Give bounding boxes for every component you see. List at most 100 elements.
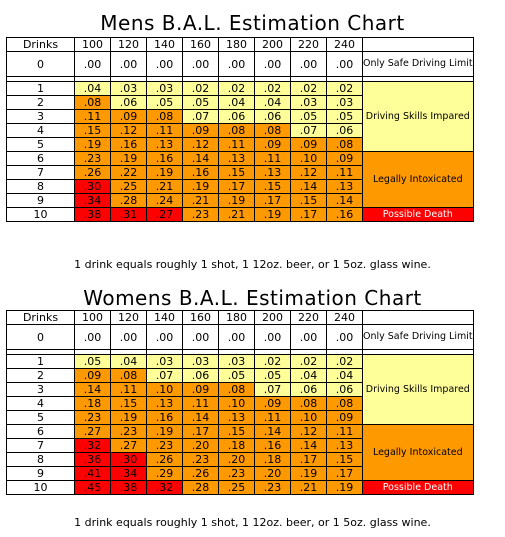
bac-value: .00 xyxy=(182,51,219,77)
zone-impaired-label: Driving Skills Impared xyxy=(362,81,474,152)
bac-value: .04 xyxy=(254,95,291,110)
weight-header: 100 xyxy=(74,310,111,325)
bac-value: .06 xyxy=(290,382,327,397)
drinks-header: Drinks xyxy=(6,37,75,52)
drinks-count: 7 xyxy=(6,438,75,453)
drinks-header: Drinks xyxy=(6,310,75,325)
bac-value: .21 xyxy=(290,480,327,495)
bac-value: .02 xyxy=(182,81,219,96)
bac-value: .29 xyxy=(146,466,183,481)
mens-chart-title: Mens B.A.L. Estimation Chart xyxy=(100,11,405,35)
mens-drink-note: 1 drink equals roughly 1 shot, 1 12oz. b… xyxy=(74,258,431,271)
drinks-row-2: 2.09.08.07.06.05.05.04.04 xyxy=(6,368,474,383)
bac-value: .26 xyxy=(182,466,219,481)
bac-value: .05 xyxy=(74,354,111,369)
bac-value: .21 xyxy=(218,207,255,222)
weight-header: 220 xyxy=(290,37,327,52)
bac-value: .19 xyxy=(218,193,255,208)
bac-value: .13 xyxy=(326,438,363,453)
bac-value: .10 xyxy=(146,382,183,397)
womens-drink-note: 1 drink equals roughly 1 shot, 1 12oz. b… xyxy=(74,516,431,529)
header-row: Drinks 100 120 140 160 180 200 220 240 xyxy=(6,310,474,325)
bac-value: .08 xyxy=(326,137,363,152)
drinks-row-6: 6.23.19.16.14.13.11.10.09 Legally Intoxic… xyxy=(6,151,474,208)
zone-death-label: Possible Death xyxy=(362,480,474,495)
bac-value: .00 xyxy=(110,324,147,350)
bac-value: .15 xyxy=(218,165,255,180)
bac-value: .15 xyxy=(254,179,291,194)
bac-value: .19 xyxy=(146,165,183,180)
bac-value: .08 xyxy=(254,123,291,138)
bac-value: .03 xyxy=(218,354,255,369)
bac-value: .14 xyxy=(74,382,111,397)
bac-value: .02 xyxy=(290,354,327,369)
bac-value: .08 xyxy=(290,396,327,411)
bac-value: .36 xyxy=(74,452,111,467)
bac-value: .25 xyxy=(218,480,255,495)
bac-value: .10 xyxy=(290,410,327,425)
drinks-count: 1 xyxy=(6,354,75,369)
bac-value: .00 xyxy=(290,324,327,350)
bac-value: .15 xyxy=(110,396,147,411)
bac-value: .16 xyxy=(254,438,291,453)
drinks-count: 2 xyxy=(6,368,75,383)
bac-value: .00 xyxy=(146,324,183,350)
bac-value: .09 xyxy=(182,382,219,397)
zone-safe-label: Only Safe Driving Limit xyxy=(362,324,474,350)
bac-value: .19 xyxy=(146,424,183,439)
bac-value: .04 xyxy=(326,368,363,383)
drinks-row-4: 4.18.15.13.11.10.09.08.08 xyxy=(6,396,474,411)
weight-header: 180 xyxy=(218,37,255,52)
bac-value: .05 xyxy=(146,95,183,110)
drinks-row-3: 3.14.11.10.09.08.07.06.06 xyxy=(6,382,474,397)
bac-value: .04 xyxy=(74,81,111,96)
bac-value: .23 xyxy=(74,151,111,166)
drinks-row-1: 1.05.04.03.03.03.02.02.02 Driving Skills … xyxy=(6,354,474,425)
drinks-count: 10 xyxy=(6,207,75,222)
drinks-count: 0 xyxy=(6,51,75,77)
bac-value: .15 xyxy=(290,193,327,208)
bac-value: .00 xyxy=(182,324,219,350)
bac-value: .21 xyxy=(146,179,183,194)
zone-safe-label: Only Safe Driving Limit xyxy=(362,51,474,77)
bac-value: .02 xyxy=(290,81,327,96)
bac-value: .12 xyxy=(182,137,219,152)
bac-value: .11 xyxy=(218,137,255,152)
bac-value: .13 xyxy=(254,165,291,180)
drinks-count: 10 xyxy=(6,480,75,495)
bac-value: .22 xyxy=(110,165,147,180)
bac-value: .17 xyxy=(326,466,363,481)
weight-header: 160 xyxy=(182,310,219,325)
drinks-row-2: 2.08.06.05.05.04.04.03.03 xyxy=(6,95,474,110)
drinks-row-5: 5.23.19.16.14.13.11.10.09 xyxy=(6,410,474,425)
bac-value: .34 xyxy=(110,466,147,481)
bac-value: .06 xyxy=(254,109,291,124)
bac-value: .15 xyxy=(74,123,111,138)
drinks-row-4: 4.15.12.11.09.08.08.07.06 xyxy=(6,123,474,138)
bac-value: .32 xyxy=(74,438,111,453)
bac-value: .23 xyxy=(146,438,183,453)
bac-value: .41 xyxy=(74,466,111,481)
bac-value: .26 xyxy=(146,452,183,467)
bac-value: .23 xyxy=(254,480,291,495)
drinks-count: 5 xyxy=(6,137,75,152)
bac-value: .21 xyxy=(182,193,219,208)
bac-value: .25 xyxy=(110,179,147,194)
bac-value: .16 xyxy=(326,207,363,222)
bac-value: .00 xyxy=(326,324,363,350)
womens-bac-table: Drinks 100 120 140 160 180 200 220 240 0.00.00.00… xyxy=(6,310,474,495)
weight-header: 200 xyxy=(254,37,291,52)
bac-value: .05 xyxy=(290,109,327,124)
bac-value: .18 xyxy=(74,396,111,411)
bac-value: .19 xyxy=(110,151,147,166)
drinks-row-10: 10.45.38.32.28.25.23.21.19 Possible Death xyxy=(6,480,474,495)
bac-value: .02 xyxy=(218,81,255,96)
weight-header: 200 xyxy=(254,310,291,325)
bac-value: .00 xyxy=(146,51,183,77)
bac-value: .12 xyxy=(110,123,147,138)
bac-value: .02 xyxy=(254,354,291,369)
bac-value: .11 xyxy=(110,382,147,397)
bac-value: .11 xyxy=(146,123,183,138)
bac-value: .28 xyxy=(182,480,219,495)
zone-header-blank xyxy=(362,37,474,52)
